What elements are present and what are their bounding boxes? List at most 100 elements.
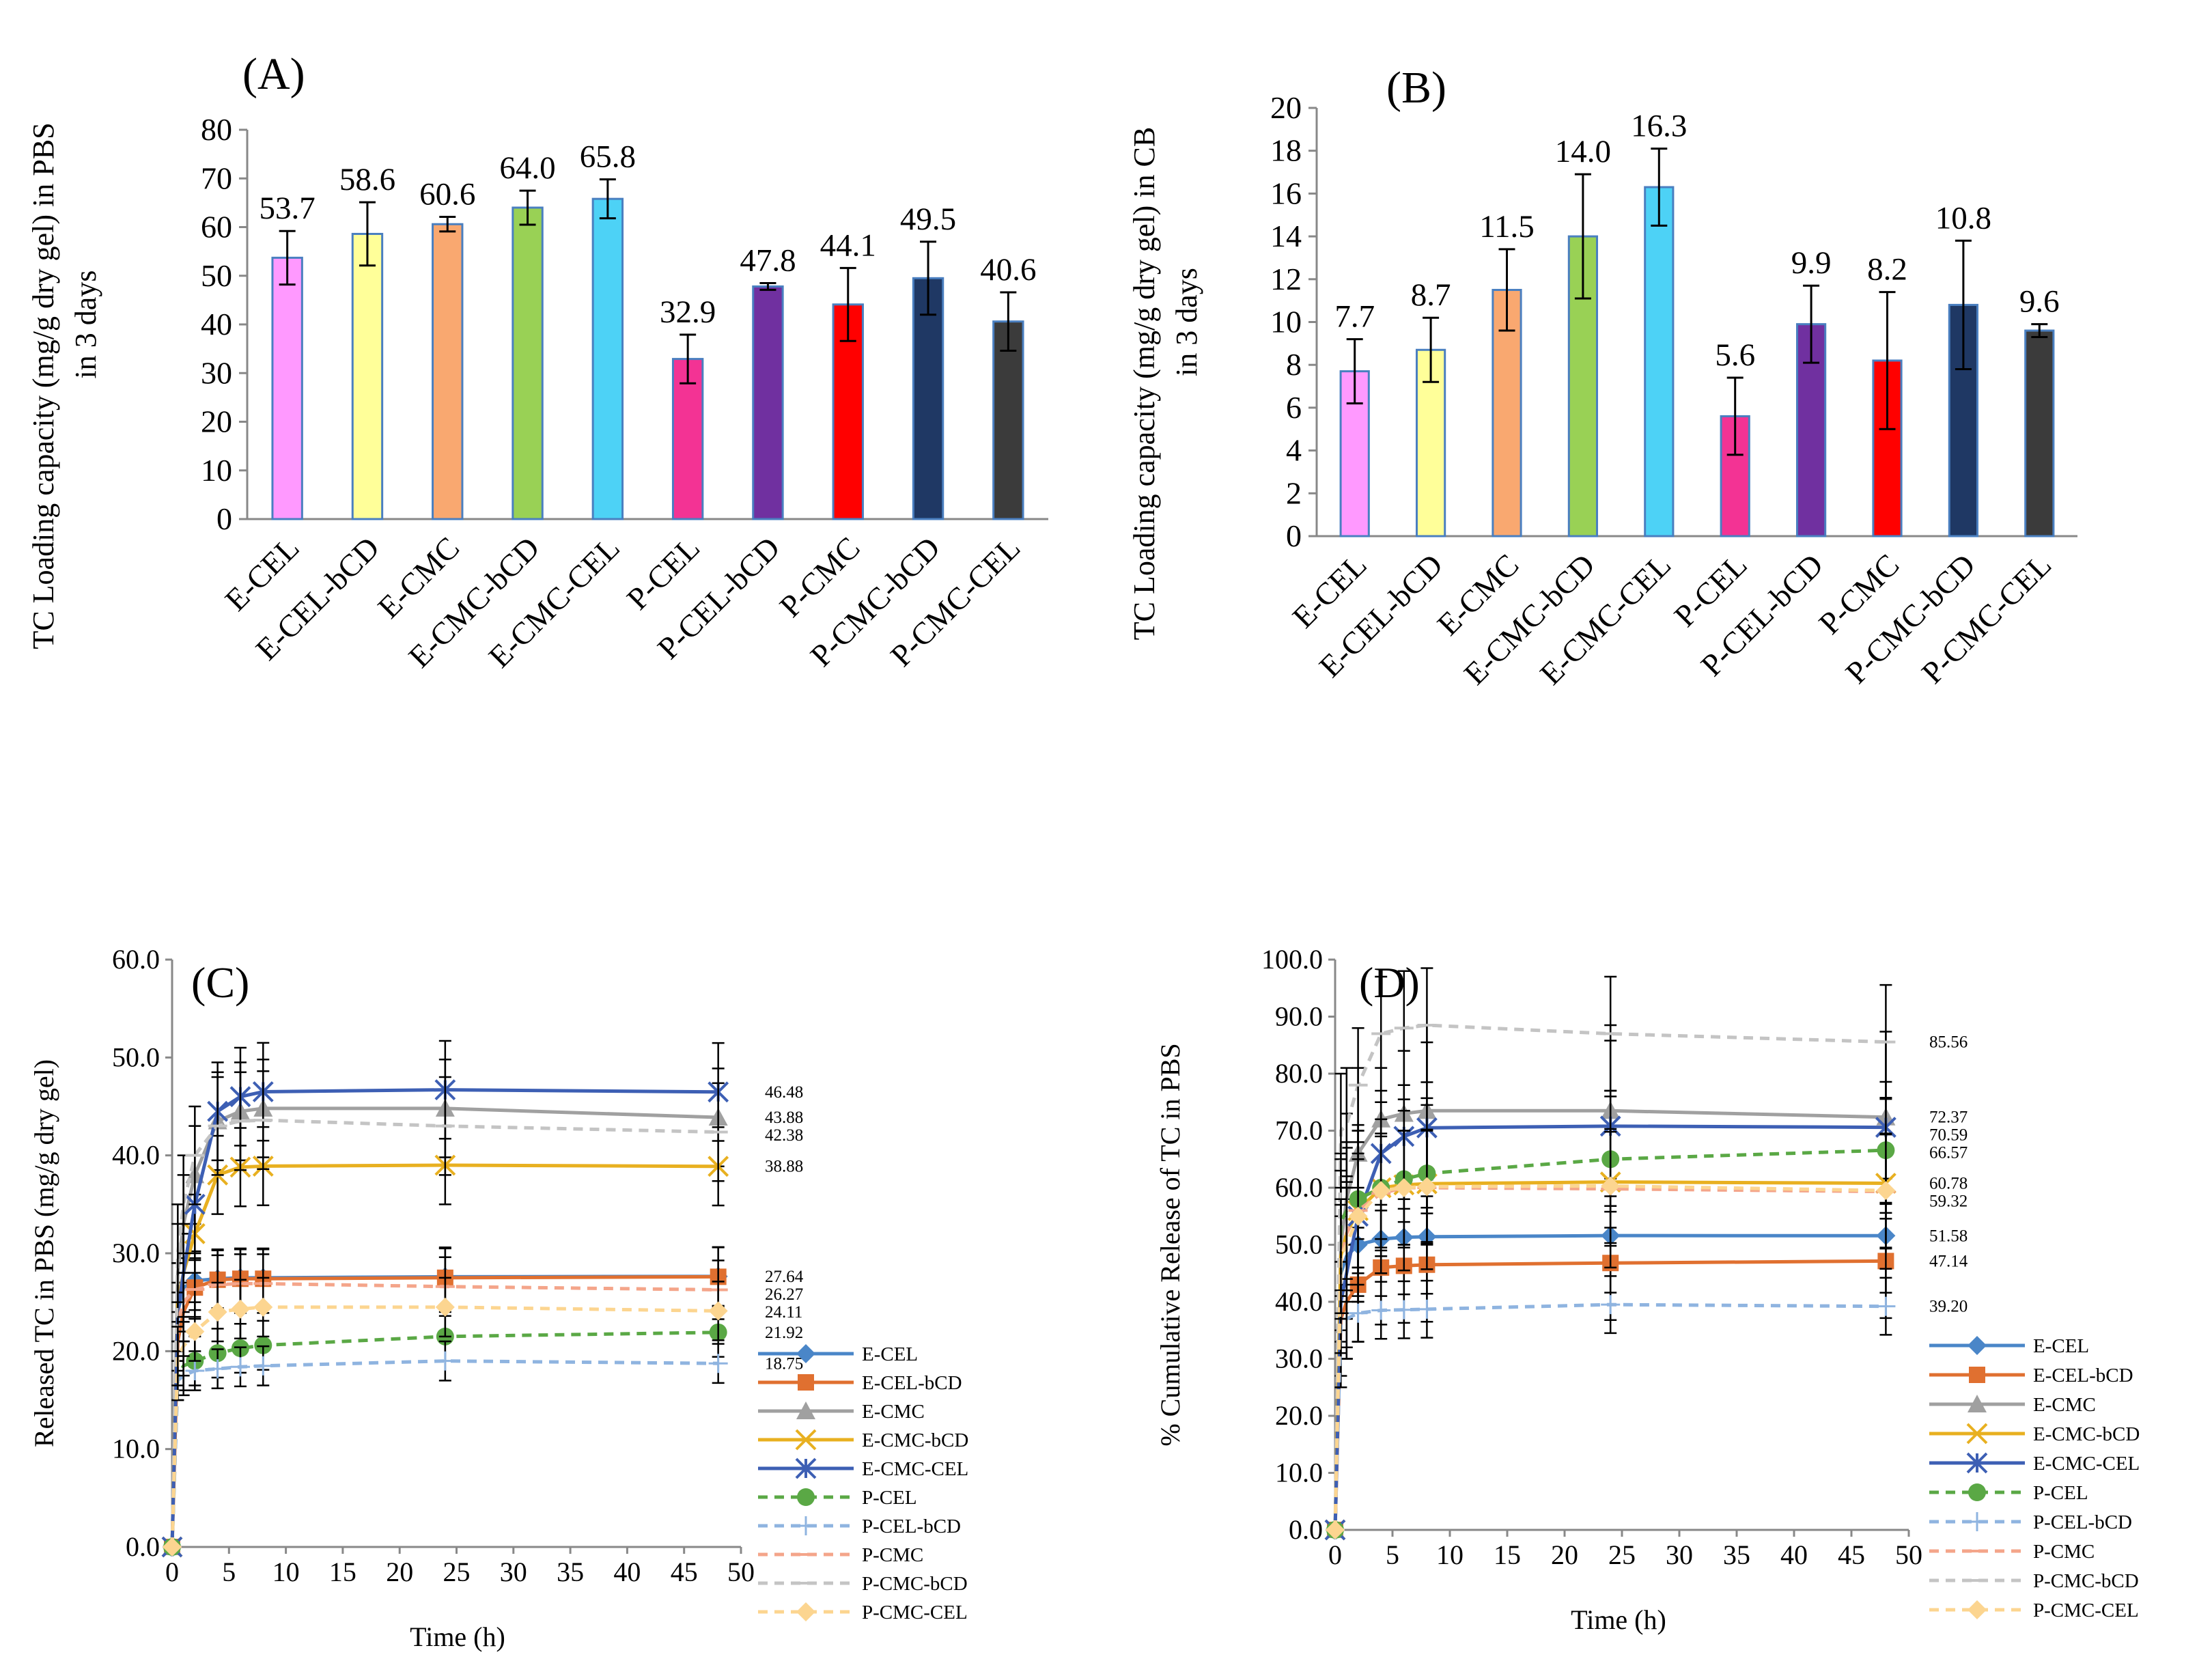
data-label: 16.3 [1631,109,1687,144]
marker-diamond [253,1297,273,1317]
marker-diamond [1348,1206,1368,1226]
y-tick-label: 12 [1270,262,1302,296]
legend-label: P-CEL-bCD [2033,1511,2132,1533]
x-tick-label: 35 [1723,1539,1750,1570]
x-tick-label: 25 [443,1557,471,1587]
data-label: 7.7 [1334,299,1375,335]
data-label: 53.7 [260,191,316,226]
y-tick-label: 80.0 [1275,1058,1323,1089]
bar [912,277,944,520]
data-label: 32.9 [660,294,716,330]
y-tick-label: 20.0 [112,1335,160,1366]
legend-label: P-CMC-bCD [2033,1570,2139,1592]
y-tick-label: 10.0 [1275,1457,1323,1488]
x-axis-title: Time (h) [410,1621,505,1652]
y-tick-label: 90.0 [1275,1001,1323,1032]
data-label: 5.6 [1715,337,1755,373]
panel-label: (B) [1386,63,1446,113]
legend-label: P-CEL-bCD [862,1516,961,1537]
marker-diamond [230,1299,250,1319]
x-tick-label: 5 [222,1557,236,1587]
y-tick-label: 60 [201,210,232,245]
x-tick-label: 5 [1386,1539,1399,1570]
y-tick-label: 10.0 [112,1434,160,1464]
marker-diamond [796,1602,815,1621]
y-tick-label: 2 [1286,475,1302,510]
bar [752,285,784,520]
y-tick-label: 8 [1286,347,1302,382]
y-tick-label: 0.0 [1289,1514,1323,1545]
y-tick-label: 20.0 [1275,1400,1323,1431]
marker-square [798,1374,814,1391]
marker-diamond [1371,1181,1391,1201]
y-tick-label: 0 [216,501,232,536]
x-tick-label: 0 [1328,1539,1342,1570]
marker-diamond [435,1297,455,1317]
y-tick-label: 50 [201,258,232,293]
panel-label: (D) [1359,958,1420,1007]
end-value-label: 70.59 [1929,1126,1968,1145]
y-tick-label: 4 [1286,433,1302,468]
y-tick-label: 40 [201,307,232,341]
y-tick-label: 0.0 [126,1531,160,1562]
y-tick-label: 30 [201,355,232,390]
y-axis-title: TC Loading capacity (mg/g dry gel) in PB… [27,122,60,649]
data-label: 58.6 [339,162,395,197]
series-p-cmc-cel [163,1277,728,1557]
end-value-label: 46.48 [765,1083,803,1102]
legend-label: P-CMC [2033,1541,2095,1563]
bar-chart-a: 0102030405060708053.7E-CEL58.6E-CEL-bCD6… [27,49,1048,674]
series-line [170,1359,718,1548]
data-label: 8.2 [1867,252,1907,288]
y-axis-title: Released TC in PBS (mg/g dry gel) [29,1059,59,1447]
legend-label: E-CEL [862,1343,918,1365]
legend-label: E-CEL-bCD [2033,1365,2133,1386]
x-tick-label: 20 [1551,1539,1578,1570]
y-tick-label: 20 [201,404,232,439]
end-value-label: 24.11 [765,1303,802,1322]
data-label: 11.5 [1479,209,1535,245]
legend-label: E-CEL [2033,1335,2089,1357]
legend: E-CEL E-CEL-bCD E-CMC E-CMC-bCD E-CMC-CEL P-C… [758,1343,968,1623]
x-tick-label: 35 [557,1557,584,1587]
marker-circle [1968,1483,1986,1501]
end-value-label: 43.88 [765,1108,803,1127]
legend-label: P-CMC-CEL [2033,1600,2139,1621]
end-value-label: 51.58 [1929,1227,1968,1245]
x-tick-label: 10 [1436,1539,1464,1570]
panel-label: (A) [242,49,305,99]
x-tick-label: 40 [1780,1539,1808,1570]
bar [351,232,384,520]
bar [591,197,624,520]
y-tick-label: 40.0 [1275,1286,1323,1317]
x-tick-label: 45 [1838,1539,1865,1570]
marker-diamond [1968,1336,1987,1355]
y-tick-label: 60.0 [112,944,160,975]
y-tick-label: 100.0 [1261,944,1323,975]
marker-diamond [1601,1176,1621,1196]
legend-label: E-CMC-CEL [862,1458,968,1480]
y-tick-label: 16 [1270,176,1302,210]
end-value-label: 21.92 [765,1324,803,1342]
end-value-label: 42.38 [765,1126,803,1145]
end-value-label: 66.57 [1929,1144,1968,1162]
x-tick-label: 30 [500,1557,527,1587]
series-p-cmc-bcd [1326,967,1896,1531]
legend-label: P-CEL [862,1487,917,1509]
y-tick-label: 10 [201,453,232,488]
legend-label: P-CMC [862,1544,923,1566]
x-tick-label: 15 [329,1557,356,1587]
legend-label: P-CMC-CEL [862,1602,968,1623]
data-label: 44.1 [820,227,876,263]
x-tick-label: 30 [1666,1539,1693,1570]
data-label: 40.6 [980,252,1036,288]
x-axis-title: Time (h) [1571,1604,1666,1635]
legend-label: E-CMC-bCD [862,1429,968,1451]
legend-label: E-CMC [862,1401,925,1423]
y-tick-label: 14 [1270,219,1302,253]
marker-diamond [208,1302,227,1322]
bar [271,256,303,520]
x-tick-label: 50 [727,1557,755,1587]
y-axis-title-line2: in 3 days [1170,268,1203,376]
